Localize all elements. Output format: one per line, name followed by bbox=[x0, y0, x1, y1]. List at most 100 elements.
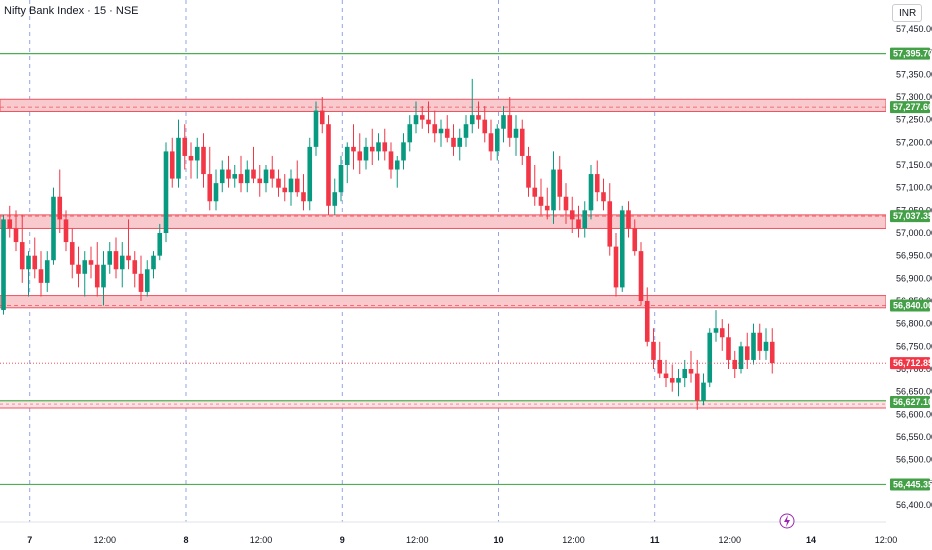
candle-body bbox=[188, 155, 194, 161]
price-tick-label: 57,000.00 bbox=[896, 228, 932, 238]
candle-body bbox=[613, 246, 619, 288]
price-tick-label: 57,100.00 bbox=[896, 183, 932, 193]
candle-body bbox=[307, 146, 313, 202]
candle-body bbox=[482, 119, 488, 134]
candle-body bbox=[682, 369, 688, 379]
price-tick-label: 57,350.00 bbox=[896, 69, 932, 79]
candle-body bbox=[94, 264, 100, 288]
last-price-tag-label: 56,712.85 bbox=[893, 358, 932, 368]
lightning-icon-bolt bbox=[784, 515, 790, 527]
currency-button[interactable]: INR bbox=[892, 4, 922, 22]
candle-body bbox=[7, 219, 13, 229]
time-tick-label: 12:00 bbox=[562, 535, 585, 545]
candle-body bbox=[701, 382, 706, 401]
time-tick-label: 12:00 bbox=[250, 535, 273, 545]
level-price-tag bbox=[890, 47, 930, 60]
level-price-tag-label: 56,627.10 bbox=[893, 397, 932, 407]
candle-body bbox=[669, 378, 675, 383]
price-axis[interactable]: 57,450.0057,400.0057,350.0057,300.0057,2… bbox=[886, 0, 932, 550]
candle-body bbox=[557, 169, 563, 197]
time-tick-label: 12:00 bbox=[875, 535, 898, 545]
candle-body bbox=[688, 369, 694, 374]
price-tick-label: 56,500.00 bbox=[896, 455, 932, 465]
candle-body bbox=[201, 146, 206, 175]
candle-body bbox=[176, 137, 181, 179]
candle-body bbox=[657, 359, 663, 374]
candle-body bbox=[126, 255, 131, 261]
candle-body bbox=[26, 255, 31, 270]
price-tick-label: 57,200.00 bbox=[896, 137, 932, 147]
level-zone bbox=[0, 98, 887, 113]
time-tick-label: 12:00 bbox=[718, 535, 741, 545]
candle-body bbox=[357, 151, 363, 161]
candle-body bbox=[707, 332, 713, 383]
candle-body bbox=[663, 373, 669, 379]
candle-body bbox=[644, 301, 650, 342]
price-tick-label: 57,300.00 bbox=[896, 92, 932, 102]
candle-body bbox=[101, 264, 106, 288]
candle-body bbox=[44, 260, 50, 283]
candle-body bbox=[319, 110, 325, 125]
candle-body bbox=[732, 359, 738, 369]
price-tick-label: 57,450.00 bbox=[896, 24, 932, 34]
time-tick-label: 10 bbox=[493, 535, 503, 545]
candle-body bbox=[488, 133, 494, 152]
candle-body bbox=[626, 210, 631, 229]
candle-body bbox=[363, 146, 369, 161]
time-tick-label: 7 bbox=[27, 535, 32, 545]
candle-body bbox=[757, 332, 763, 351]
candle-body bbox=[119, 255, 125, 270]
candle-body bbox=[113, 251, 119, 270]
price-levels bbox=[0, 53, 887, 486]
price-tick-label: 56,800.00 bbox=[896, 319, 932, 329]
candle-body bbox=[382, 142, 388, 152]
candle-body bbox=[694, 373, 700, 401]
candle-body bbox=[13, 228, 19, 243]
time-tick-label: 11 bbox=[650, 535, 660, 545]
candle-body bbox=[594, 174, 600, 193]
candle-body bbox=[169, 151, 175, 179]
candle-body bbox=[494, 128, 500, 152]
candle-body bbox=[751, 332, 756, 360]
candle-body bbox=[326, 124, 331, 206]
candle-body bbox=[544, 205, 550, 211]
candle-body bbox=[407, 124, 413, 143]
level-price-tag-label: 57,277.60 bbox=[893, 102, 932, 112]
candle-body bbox=[151, 255, 156, 270]
candle-body bbox=[651, 341, 656, 360]
candle-body bbox=[582, 210, 588, 229]
candle-body bbox=[607, 201, 613, 247]
candle-body bbox=[263, 169, 269, 184]
price-tick-label: 56,900.00 bbox=[896, 273, 932, 283]
candle-body bbox=[476, 115, 481, 120]
candle-body bbox=[388, 151, 394, 170]
candle-body bbox=[232, 174, 238, 179]
price-tick-label: 57,150.00 bbox=[896, 160, 932, 170]
level-price-tag bbox=[890, 396, 930, 409]
candle-body bbox=[451, 137, 456, 147]
candle-body bbox=[294, 178, 300, 193]
candle-body bbox=[244, 169, 250, 184]
level-zone bbox=[0, 214, 887, 229]
candle-body bbox=[419, 115, 425, 120]
candle-body bbox=[769, 341, 775, 364]
candle-body bbox=[282, 187, 288, 193]
candle-body bbox=[219, 169, 225, 184]
candle-body bbox=[88, 260, 94, 265]
candle-body bbox=[632, 228, 638, 252]
candle-body bbox=[63, 219, 69, 243]
candle-body bbox=[713, 328, 719, 333]
candle-body bbox=[469, 115, 475, 125]
candle-body bbox=[432, 124, 438, 134]
candle-body bbox=[157, 233, 163, 256]
time-tick-label: 14 bbox=[806, 535, 816, 545]
candle-body bbox=[513, 128, 519, 138]
lightning-icon[interactable] bbox=[779, 513, 795, 529]
level-zone bbox=[0, 295, 887, 309]
candle-body bbox=[301, 192, 306, 202]
candle-body bbox=[344, 146, 350, 165]
candle-body bbox=[457, 137, 463, 147]
time-axis[interactable]: 7 12:00 8 12:00 9 12:00 10 12:00 11 12:00 14 12:00 bbox=[0, 521, 898, 545]
candle-body bbox=[207, 174, 213, 202]
